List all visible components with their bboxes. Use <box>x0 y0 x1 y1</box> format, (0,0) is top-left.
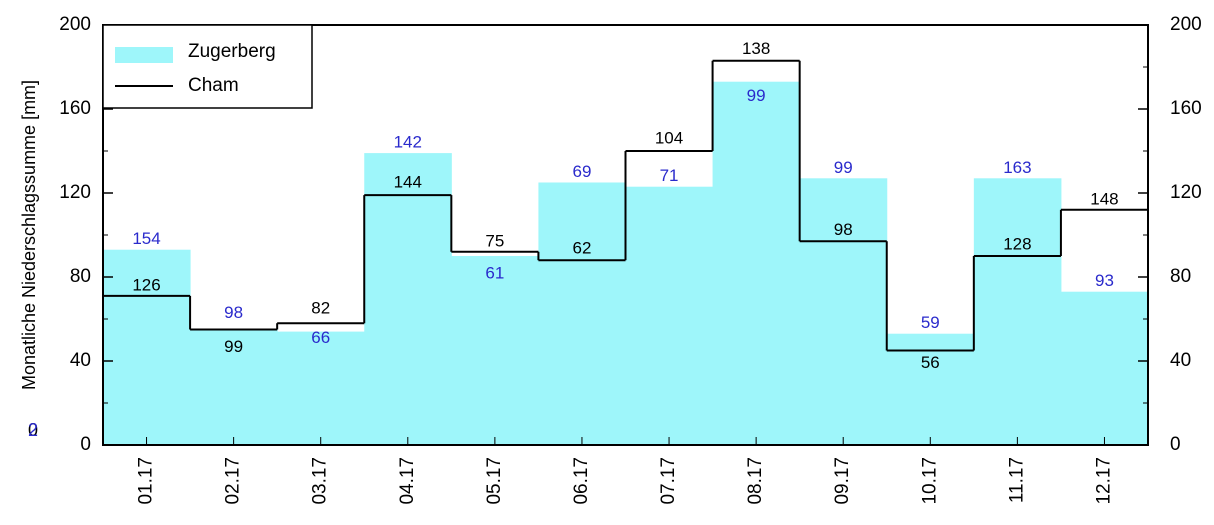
x-tick-label: 04.17 <box>397 457 418 505</box>
y-tick-label: 120 <box>59 182 91 203</box>
data-label: 75 <box>485 231 504 250</box>
x-tick-label: 01.17 <box>136 457 157 505</box>
bar <box>799 178 888 446</box>
y2-tick-label: 80 <box>1170 266 1191 287</box>
legend-label: Cham <box>188 75 239 96</box>
data-label: 148 <box>1090 189 1118 208</box>
bar <box>364 153 452 445</box>
x-tick-label: 10.17 <box>919 457 940 505</box>
bar <box>973 178 1062 446</box>
x-tick-label: 02.17 <box>223 457 244 505</box>
y-tick-label: 200 <box>59 14 91 35</box>
x-tick-label: 07.17 <box>658 457 679 505</box>
data-label: 59 <box>921 313 940 332</box>
data-label: 99 <box>834 158 853 177</box>
x-tick-label: 03.17 <box>310 457 331 505</box>
bar <box>712 81 801 445</box>
bar <box>277 331 365 445</box>
data-label: 93 <box>1095 271 1114 290</box>
data-label: 61 <box>485 263 504 282</box>
data-label: 56 <box>921 353 940 372</box>
data-label: 66 <box>311 328 330 347</box>
x-tick-label: 08.17 <box>745 457 766 505</box>
x-tick-label: 06.17 <box>571 457 592 505</box>
y-tick-label: 160 <box>59 98 91 119</box>
data-label: 163 <box>1003 158 1031 177</box>
bar <box>1060 291 1149 445</box>
x-tick-label: 09.17 <box>832 457 853 505</box>
data-label: 144 <box>394 173 422 192</box>
data-label: 99 <box>224 337 243 356</box>
bar <box>625 186 714 445</box>
data-label: 142 <box>394 133 422 152</box>
y2-tick-label: 120 <box>1170 182 1202 203</box>
data-label: 154 <box>132 229 160 248</box>
legend-box <box>102 24 313 109</box>
y-axis-title: Monatliche Niederschlagssumme [mm] <box>19 80 39 390</box>
data-label: 99 <box>747 86 766 105</box>
bar <box>190 329 278 445</box>
x-tick-label: 12.17 <box>1093 457 1114 505</box>
data-label: 128 <box>1003 234 1031 253</box>
data-label: 62 <box>572 239 591 258</box>
bar <box>886 333 975 445</box>
data-label: 69 <box>572 162 591 181</box>
data-label: 82 <box>311 299 330 318</box>
annotation: 2 <box>28 420 38 440</box>
annotation: 0 <box>28 420 38 440</box>
bar <box>103 249 191 445</box>
y2-tick-label: 40 <box>1170 350 1191 371</box>
bar <box>451 256 539 445</box>
x-tick-label: 05.17 <box>484 457 505 505</box>
y2-tick-label: 160 <box>1170 98 1202 119</box>
data-label: 98 <box>224 303 243 322</box>
legend-label: Zugerberg <box>188 41 276 62</box>
legend-swatch <box>115 47 173 63</box>
data-label: 71 <box>660 166 679 185</box>
y-tick-label: 40 <box>70 350 91 371</box>
y2-tick-label: 0 <box>1170 434 1181 455</box>
data-label: 98 <box>834 220 853 239</box>
x-tick-label: 11.17 <box>1006 457 1027 503</box>
data-label: 126 <box>132 275 160 294</box>
data-label: 104 <box>655 128 683 147</box>
y-tick-label: 80 <box>70 266 91 287</box>
data-label: 138 <box>742 39 770 58</box>
y-tick-label: 0 <box>80 434 91 455</box>
y2-tick-label: 200 <box>1170 14 1202 35</box>
bar <box>538 182 626 445</box>
